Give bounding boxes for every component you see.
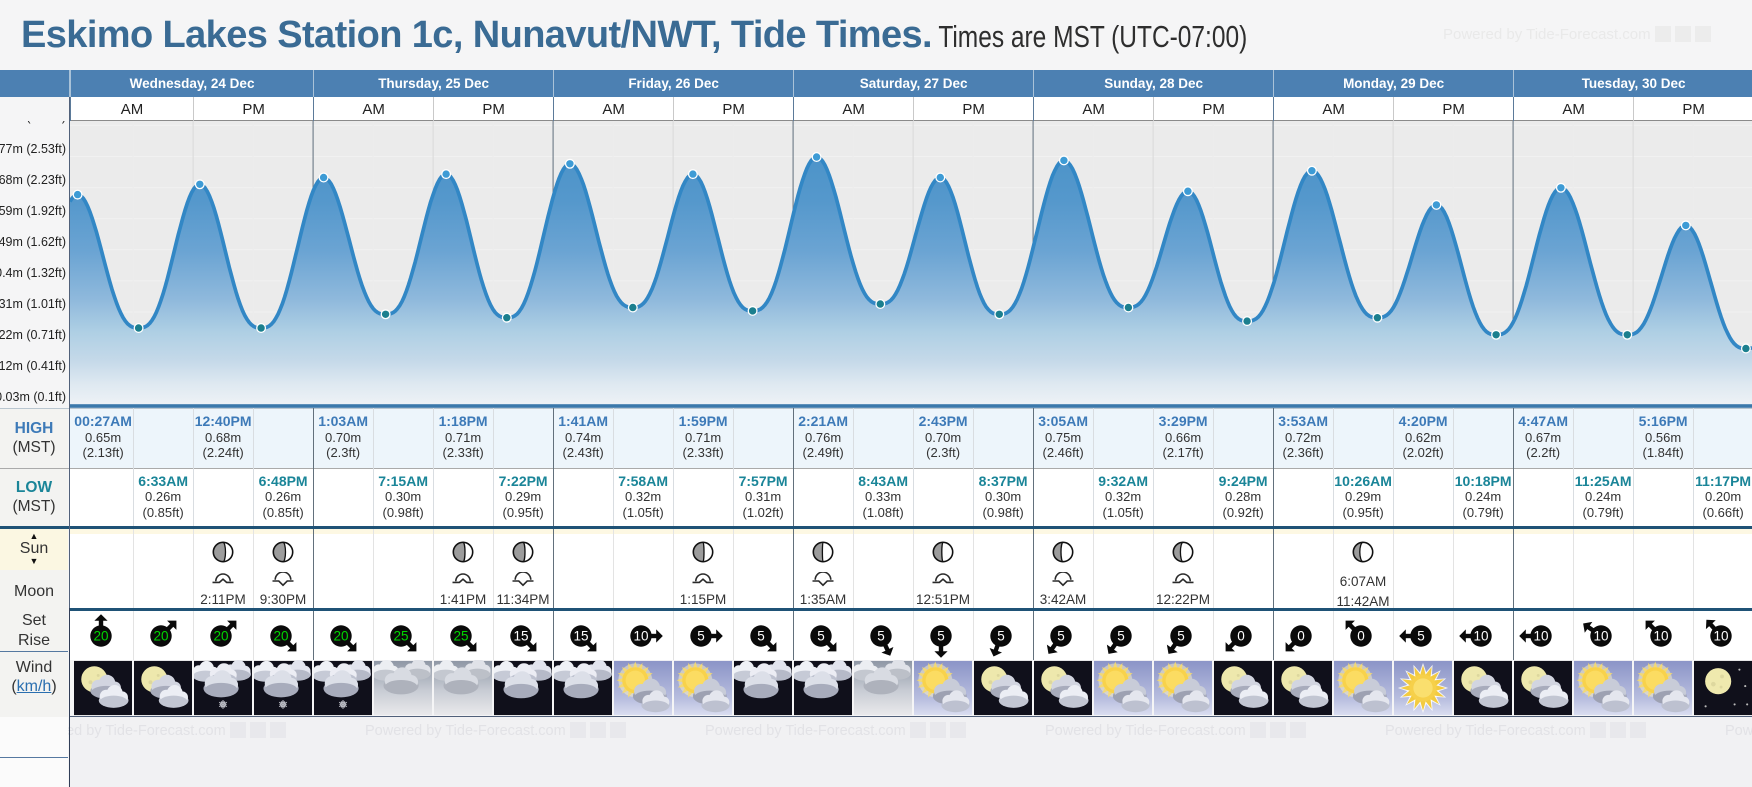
svg-text:15: 15: [513, 629, 528, 644]
svg-text:5: 5: [1177, 629, 1185, 644]
svg-text:15: 15: [573, 629, 588, 644]
svg-text:25: 25: [453, 629, 468, 644]
svg-text:20: 20: [333, 629, 348, 644]
svg-text:20: 20: [93, 629, 108, 644]
svg-text:0: 0: [1357, 629, 1365, 644]
svg-text:25: 25: [393, 629, 408, 644]
svg-text:10: 10: [1533, 629, 1548, 644]
svg-text:10: 10: [633, 629, 648, 644]
svg-text:5: 5: [997, 629, 1005, 644]
svg-text:5: 5: [1117, 629, 1125, 644]
svg-text:0: 0: [1237, 629, 1245, 644]
svg-text:5: 5: [757, 629, 765, 644]
svg-text:5: 5: [937, 629, 945, 644]
svg-text:20: 20: [273, 629, 288, 644]
svg-text:20: 20: [213, 629, 228, 644]
svg-text:0: 0: [1297, 629, 1305, 644]
svg-text:10: 10: [1593, 629, 1608, 644]
svg-text:5: 5: [697, 629, 705, 644]
svg-text:10: 10: [1653, 629, 1668, 644]
svg-text:5: 5: [1057, 629, 1065, 644]
svg-text:5: 5: [817, 629, 825, 644]
svg-text:10: 10: [1473, 629, 1488, 644]
svg-text:20: 20: [153, 629, 168, 644]
svg-text:5: 5: [877, 629, 885, 644]
svg-text:10: 10: [1713, 629, 1728, 644]
svg-text:5: 5: [1417, 629, 1425, 644]
